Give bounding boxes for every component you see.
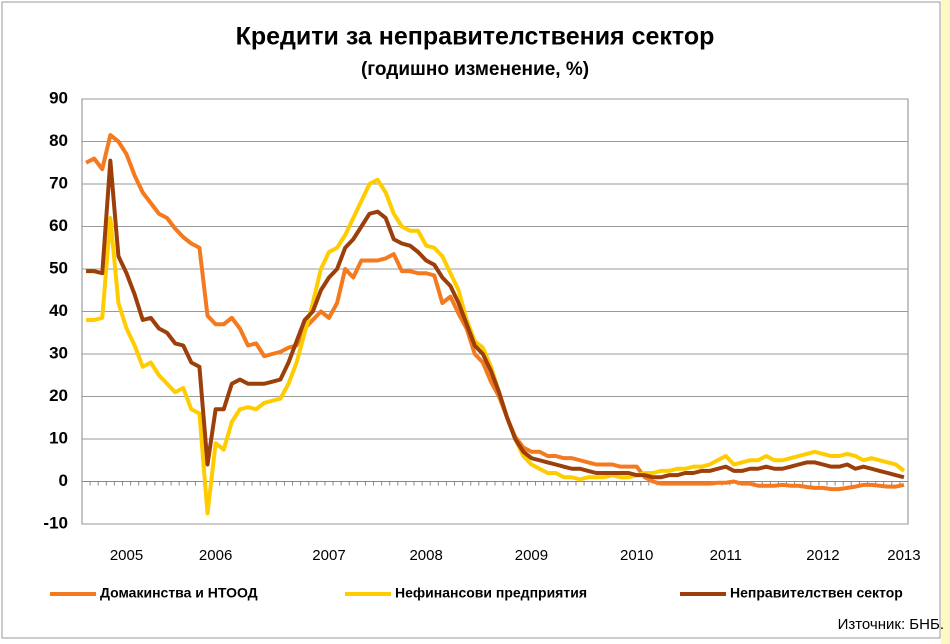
x-tick-label: 2011 xyxy=(710,547,742,564)
y-tick-label: 40 xyxy=(49,301,68,320)
y-tick-label: 70 xyxy=(49,173,68,192)
x-tick-label: 2006 xyxy=(199,547,232,564)
y-tick-label: 80 xyxy=(49,131,68,150)
x-tick-label: 2009 xyxy=(515,547,548,564)
x-tick-label: 2012 xyxy=(806,547,839,564)
legend-label: Неправителствен сектор xyxy=(730,585,903,601)
x-tick-label: 2013 xyxy=(887,547,920,564)
legend-label: Нефинансови предприятия xyxy=(395,585,587,601)
y-tick-label: 0 xyxy=(59,471,68,490)
x-tick-label: 2010 xyxy=(620,547,653,564)
source-note: Източник: БНБ. xyxy=(838,616,944,633)
y-tick-label: 20 xyxy=(49,386,68,405)
x-tick-label: 2008 xyxy=(409,547,442,564)
chart-title: Кредити за неправителствения сектор xyxy=(236,23,715,51)
x-tick-label: 2005 xyxy=(110,547,143,564)
y-tick-label: 30 xyxy=(49,343,68,362)
y-tick-label: -10 xyxy=(43,513,68,532)
y-tick-label: 90 xyxy=(49,88,68,107)
y-tick-label: 60 xyxy=(49,216,68,235)
series-line xyxy=(86,158,905,480)
series-line xyxy=(85,133,905,492)
x-tick-label: 2007 xyxy=(312,547,345,564)
y-tick-label: 50 xyxy=(49,258,68,277)
side-strip xyxy=(941,0,950,644)
legend-label: Домакинства и НТООД xyxy=(100,585,258,601)
y-tick-label: 10 xyxy=(49,428,68,447)
chart-subtitle: (годишно изменение, %) xyxy=(361,59,589,80)
